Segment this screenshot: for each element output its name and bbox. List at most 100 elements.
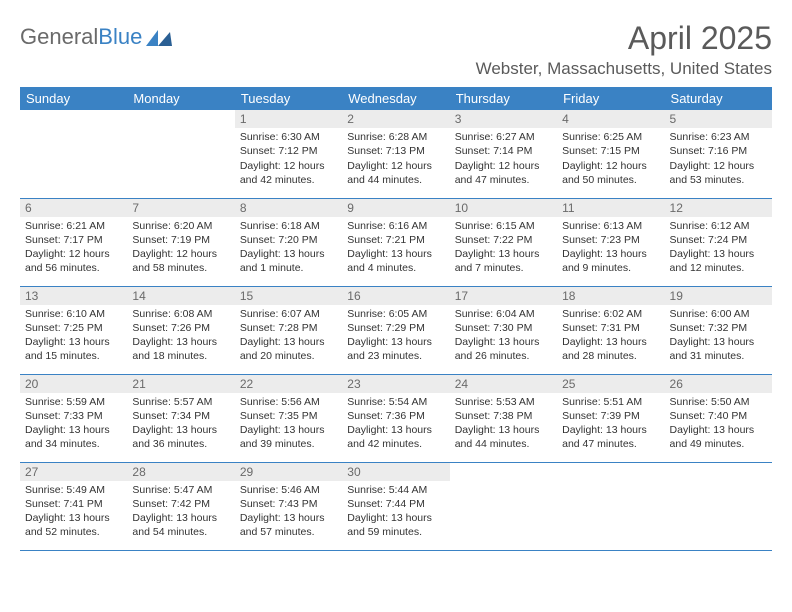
header: GeneralBlue April 2025 Webster, Massachu… [20,20,772,79]
day-details: Sunrise: 5:46 AMSunset: 7:43 PMDaylight:… [240,483,337,540]
day-number: 29 [235,463,342,481]
day-number: 28 [127,463,234,481]
day-header: Friday [557,87,664,110]
logo-text: GeneralBlue [20,24,142,50]
day-header: Sunday [20,87,127,110]
day-number: 10 [450,199,557,217]
calendar-week: ..1Sunrise: 6:30 AMSunset: 7:12 PMDaylig… [20,110,772,198]
day-header: Monday [127,87,234,110]
calendar-day: 12Sunrise: 6:12 AMSunset: 7:24 PMDayligh… [665,198,772,286]
month-title: April 2025 [476,20,772,57]
day-number: 27 [20,463,127,481]
calendar-body: ..1Sunrise: 6:30 AMSunset: 7:12 PMDaylig… [20,110,772,550]
day-details: Sunrise: 6:25 AMSunset: 7:15 PMDaylight:… [562,130,659,187]
calendar-day: 26Sunrise: 5:50 AMSunset: 7:40 PMDayligh… [665,374,772,462]
day-number: 17 [450,287,557,305]
day-number: 13 [20,287,127,305]
calendar-day: 5Sunrise: 6:23 AMSunset: 7:16 PMDaylight… [665,110,772,198]
day-number: 8 [235,199,342,217]
calendar-week: 13 Sunrise: 6:10 AMSunset: 7:25 PMDayligh… [20,286,772,374]
day-details: Sunrise: 5:47 AMSunset: 7:42 PMDaylight:… [132,483,229,540]
calendar-head: SundayMondayTuesdayWednesdayThursdayFrid… [20,87,772,110]
day-details: Sunrise: 6:08 AMSunset: 7:26 PMDaylight:… [132,307,229,364]
day-header: Thursday [450,87,557,110]
calendar-day: 24Sunrise: 5:53 AMSunset: 7:38 PMDayligh… [450,374,557,462]
calendar-day: 9Sunrise: 6:16 AMSunset: 7:21 PMDaylight… [342,198,449,286]
day-number: 11 [557,199,664,217]
day-details: Sunrise: 6:28 AMSunset: 7:13 PMDaylight:… [347,130,444,187]
day-details: Sunrise: 5:59 AMSunset: 7:33 PMDaylight:… [25,395,122,452]
calendar-day: 22Sunrise: 5:56 AMSunset: 7:35 PMDayligh… [235,374,342,462]
calendar-day-empty: . [665,462,772,550]
day-details: Sunrise: 6:10 AMSunset: 7:25 PMDaylight:… [25,307,122,364]
day-details: Sunrise: 6:13 AMSunset: 7:23 PMDaylight:… [562,219,659,276]
calendar-day: 10 Sunrise: 6:15 AMSunset: 7:22 PMDayligh… [450,198,557,286]
day-details: Sunrise: 5:50 AMSunset: 7:40 PMDaylight:… [670,395,767,452]
calendar-day: 16 Sunrise: 6:05 AMSunset: 7:29 PMDayligh… [342,286,449,374]
calendar-day: 4 Sunrise: 6:25 AMSunset: 7:15 PMDaylight… [557,110,664,198]
day-number: 16 [342,287,449,305]
calendar-week: 27Sunrise: 5:49 AMSunset: 7:41 PMDayligh… [20,462,772,550]
logo: GeneralBlue [20,24,172,50]
day-header: Saturday [665,87,772,110]
day-number: 22 [235,375,342,393]
day-number: 21 [127,375,234,393]
day-details: Sunrise: 5:54 AMSunset: 7:36 PMDaylight:… [347,395,444,452]
day-details: Sunrise: 6:20 AMSunset: 7:19 PMDaylight:… [132,219,229,276]
calendar-day: 19 Sunrise: 6:00 AMSunset: 7:32 PMDayligh… [665,286,772,374]
calendar-day: 28 Sunrise: 5:47 AMSunset: 7:42 PMDayligh… [127,462,234,550]
logo-word2: Blue [98,24,142,49]
day-details: Sunrise: 6:04 AMSunset: 7:30 PMDaylight:… [455,307,552,364]
day-number: 4 [557,110,664,128]
calendar-day: 15Sunrise: 6:07 AMSunset: 7:28 PMDayligh… [235,286,342,374]
calendar-day: 7Sunrise: 6:20 AMSunset: 7:19 PMDaylight… [127,198,234,286]
calendar-day: 14 Sunrise: 6:08 AMSunset: 7:26 PMDayligh… [127,286,234,374]
calendar-day-empty: . [127,110,234,198]
calendar-day-empty: . [20,110,127,198]
calendar-day: 8 Sunrise: 6:18 AMSunset: 7:20 PMDaylight… [235,198,342,286]
day-number: 3 [450,110,557,128]
day-details: Sunrise: 6:07 AMSunset: 7:28 PMDaylight:… [240,307,337,364]
calendar-day: 13 Sunrise: 6:10 AMSunset: 7:25 PMDayligh… [20,286,127,374]
day-header: Tuesday [235,87,342,110]
day-number: 19 [665,287,772,305]
day-details: Sunrise: 6:15 AMSunset: 7:22 PMDaylight:… [455,219,552,276]
calendar-day: 27Sunrise: 5:49 AMSunset: 7:41 PMDayligh… [20,462,127,550]
calendar-day: 20 Sunrise: 5:59 AMSunset: 7:33 PMDayligh… [20,374,127,462]
day-number: 6 [20,199,127,217]
day-number: 5 [665,110,772,128]
day-number: 1 [235,110,342,128]
calendar-table: SundayMondayTuesdayWednesdayThursdayFrid… [20,87,772,551]
day-details: Sunrise: 6:00 AMSunset: 7:32 PMDaylight:… [670,307,767,364]
day-details: Sunrise: 6:27 AMSunset: 7:14 PMDaylight:… [455,130,552,187]
calendar-day: 18Sunrise: 6:02 AMSunset: 7:31 PMDayligh… [557,286,664,374]
day-details: Sunrise: 6:05 AMSunset: 7:29 PMDaylight:… [347,307,444,364]
calendar-day: 17 Sunrise: 6:04 AMSunset: 7:30 PMDayligh… [450,286,557,374]
calendar-day: 30 Sunrise: 5:44 AMSunset: 7:44 PMDayligh… [342,462,449,550]
calendar-day: 29 Sunrise: 5:46 AMSunset: 7:43 PMDayligh… [235,462,342,550]
day-details: Sunrise: 5:44 AMSunset: 7:44 PMDaylight:… [347,483,444,540]
calendar-day-empty: . [557,462,664,550]
logo-mark-icon [146,28,172,46]
day-number: 12 [665,199,772,217]
calendar-day: 3 Sunrise: 6:27 AMSunset: 7:14 PMDaylight… [450,110,557,198]
day-number: 2 [342,110,449,128]
day-number: 14 [127,287,234,305]
calendar-week: 20 Sunrise: 5:59 AMSunset: 7:33 PMDayligh… [20,374,772,462]
calendar-day: 1Sunrise: 6:30 AMSunset: 7:12 PMDaylight… [235,110,342,198]
day-details: Sunrise: 6:18 AMSunset: 7:20 PMDaylight:… [240,219,337,276]
day-number: 30 [342,463,449,481]
day-details: Sunrise: 5:57 AMSunset: 7:34 PMDaylight:… [132,395,229,452]
calendar-day: 23 Sunrise: 5:54 AMSunset: 7:36 PMDayligh… [342,374,449,462]
day-details: Sunrise: 6:21 AMSunset: 7:17 PMDaylight:… [25,219,122,276]
day-details: Sunrise: 5:51 AMSunset: 7:39 PMDaylight:… [562,395,659,452]
calendar-day: 6 Sunrise: 6:21 AMSunset: 7:17 PMDaylight… [20,198,127,286]
calendar-week: 6 Sunrise: 6:21 AMSunset: 7:17 PMDaylight… [20,198,772,286]
location: Webster, Massachusetts, United States [476,59,772,79]
day-header: Wednesday [342,87,449,110]
day-number: 9 [342,199,449,217]
calendar-day: 25Sunrise: 5:51 AMSunset: 7:39 PMDayligh… [557,374,664,462]
day-number: 20 [20,375,127,393]
day-details: Sunrise: 6:02 AMSunset: 7:31 PMDaylight:… [562,307,659,364]
day-number: 23 [342,375,449,393]
